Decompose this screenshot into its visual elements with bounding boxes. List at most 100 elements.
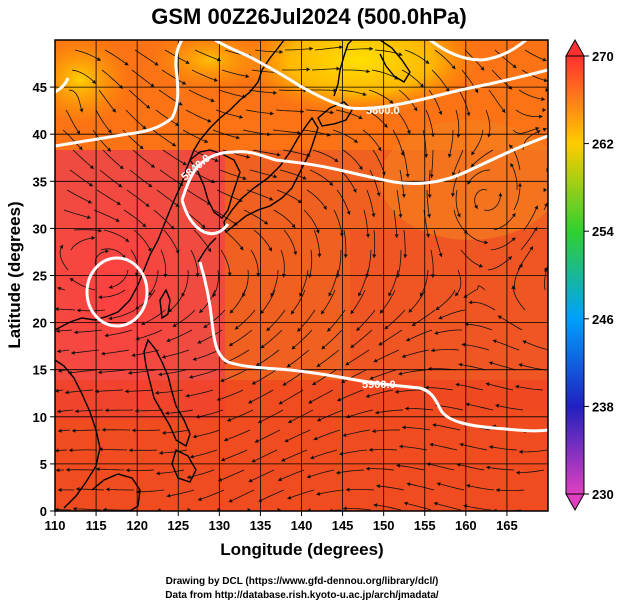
x-tick-label: 155 bbox=[414, 518, 436, 533]
streamline bbox=[223, 429, 251, 441]
streamline bbox=[189, 369, 217, 379]
streamline-arrow bbox=[293, 251, 298, 255]
streamline-arrow bbox=[484, 240, 488, 245]
streamline-arrow bbox=[99, 447, 103, 452]
streamline-arrow bbox=[72, 428, 76, 433]
streamline-arrow bbox=[534, 205, 539, 210]
streamline-arrow bbox=[182, 81, 186, 85]
streamline bbox=[393, 209, 398, 238]
streamline-arrow bbox=[269, 196, 274, 201]
streamline bbox=[155, 109, 180, 127]
streamline-arrow bbox=[376, 484, 380, 489]
streamline-arrow bbox=[166, 493, 171, 498]
streamline-arrow bbox=[254, 439, 259, 443]
streamline-arrow bbox=[438, 253, 443, 257]
streamline bbox=[71, 349, 100, 354]
streamline bbox=[368, 89, 394, 104]
streamline bbox=[405, 408, 434, 411]
x-tick-label: 140 bbox=[291, 518, 313, 533]
streamline bbox=[404, 49, 430, 65]
coastline-hokkaido bbox=[317, 101, 353, 127]
streamline-arrow bbox=[307, 474, 311, 479]
streamline-arrow bbox=[89, 165, 94, 169]
coastline-taiwan bbox=[159, 288, 171, 320]
streamline-arrow bbox=[436, 482, 441, 487]
streamline-arrow bbox=[427, 214, 432, 218]
streamline bbox=[260, 289, 276, 315]
streamline-arrow bbox=[346, 210, 351, 215]
streamline-arrow bbox=[286, 363, 291, 368]
x-tick-label: 135 bbox=[250, 518, 272, 533]
contour-label-5600: 5600.0 bbox=[366, 105, 400, 117]
streamline-arrow bbox=[204, 139, 209, 143]
streamline bbox=[305, 109, 334, 114]
streamline-arrow bbox=[128, 370, 132, 375]
streamline bbox=[358, 269, 369, 297]
streamline-arrow bbox=[69, 278, 74, 282]
streamline-arrow bbox=[369, 447, 373, 452]
streamline bbox=[66, 189, 92, 204]
streamline bbox=[197, 329, 223, 344]
streamline-arrow bbox=[119, 165, 124, 169]
streamline bbox=[448, 129, 454, 158]
streamline-arrow bbox=[87, 215, 91, 220]
streamline-arrow bbox=[247, 507, 251, 511]
streamline bbox=[229, 289, 246, 314]
streamline-arrow bbox=[248, 478, 253, 483]
streamline-arrow bbox=[552, 48, 555, 52]
streamline-arrow bbox=[297, 327, 302, 332]
streamline-arrow bbox=[358, 115, 363, 120]
streamline bbox=[128, 369, 157, 374]
streamline bbox=[510, 163, 518, 191]
streamline bbox=[388, 269, 399, 297]
streamline-arrow bbox=[158, 372, 163, 377]
streamline bbox=[100, 248, 126, 259]
streamline bbox=[369, 169, 380, 197]
streamline bbox=[219, 169, 247, 180]
streamline-arrow bbox=[229, 309, 234, 314]
y-tick-label: 15 bbox=[33, 363, 47, 378]
streamline bbox=[71, 69, 97, 85]
streamline bbox=[429, 443, 458, 451]
streamline-arrow bbox=[56, 468, 60, 473]
streamline bbox=[162, 149, 187, 166]
streamline-arrow bbox=[366, 466, 370, 471]
streamline bbox=[59, 244, 69, 271]
streamline-arrow bbox=[221, 457, 225, 462]
streamline-arrow bbox=[485, 382, 490, 387]
streamline-arrow bbox=[213, 77, 218, 82]
streamline bbox=[280, 249, 285, 278]
streamline bbox=[242, 269, 249, 298]
streamline bbox=[278, 389, 304, 405]
streamline-arrow bbox=[419, 292, 424, 297]
streamline-arrow bbox=[365, 234, 370, 238]
streamline bbox=[69, 169, 94, 187]
streamline bbox=[312, 149, 339, 163]
streamline-arrow bbox=[201, 224, 206, 229]
streamline bbox=[153, 209, 175, 230]
streamline-arrow bbox=[518, 263, 523, 268]
streamline bbox=[350, 329, 373, 349]
streamline-arrow bbox=[251, 380, 256, 385]
streamline-arrow bbox=[312, 381, 317, 385]
streamline bbox=[101, 69, 124, 89]
streamline-arrow bbox=[343, 254, 348, 258]
contour-5600-line bbox=[214, 40, 548, 110]
streamline bbox=[303, 209, 320, 234]
coastline-borneo bbox=[91, 473, 141, 511]
contour-5900-line bbox=[198, 261, 548, 433]
streamline bbox=[454, 269, 462, 297]
streamline-arrow bbox=[147, 247, 152, 252]
streamline-arrow bbox=[76, 130, 80, 135]
streamline bbox=[431, 149, 434, 179]
streamline bbox=[518, 89, 546, 100]
streamline-arrow bbox=[87, 199, 92, 204]
streamline-arrow bbox=[394, 234, 399, 238]
streamline bbox=[63, 209, 91, 219]
streamline bbox=[514, 263, 523, 291]
streamline-arrow bbox=[544, 202, 548, 207]
streamline-arrow bbox=[197, 497, 202, 501]
contour-5840-line bbox=[180, 134, 548, 201]
y-tick-label: 45 bbox=[33, 80, 47, 95]
streamline-arrow bbox=[96, 467, 100, 472]
